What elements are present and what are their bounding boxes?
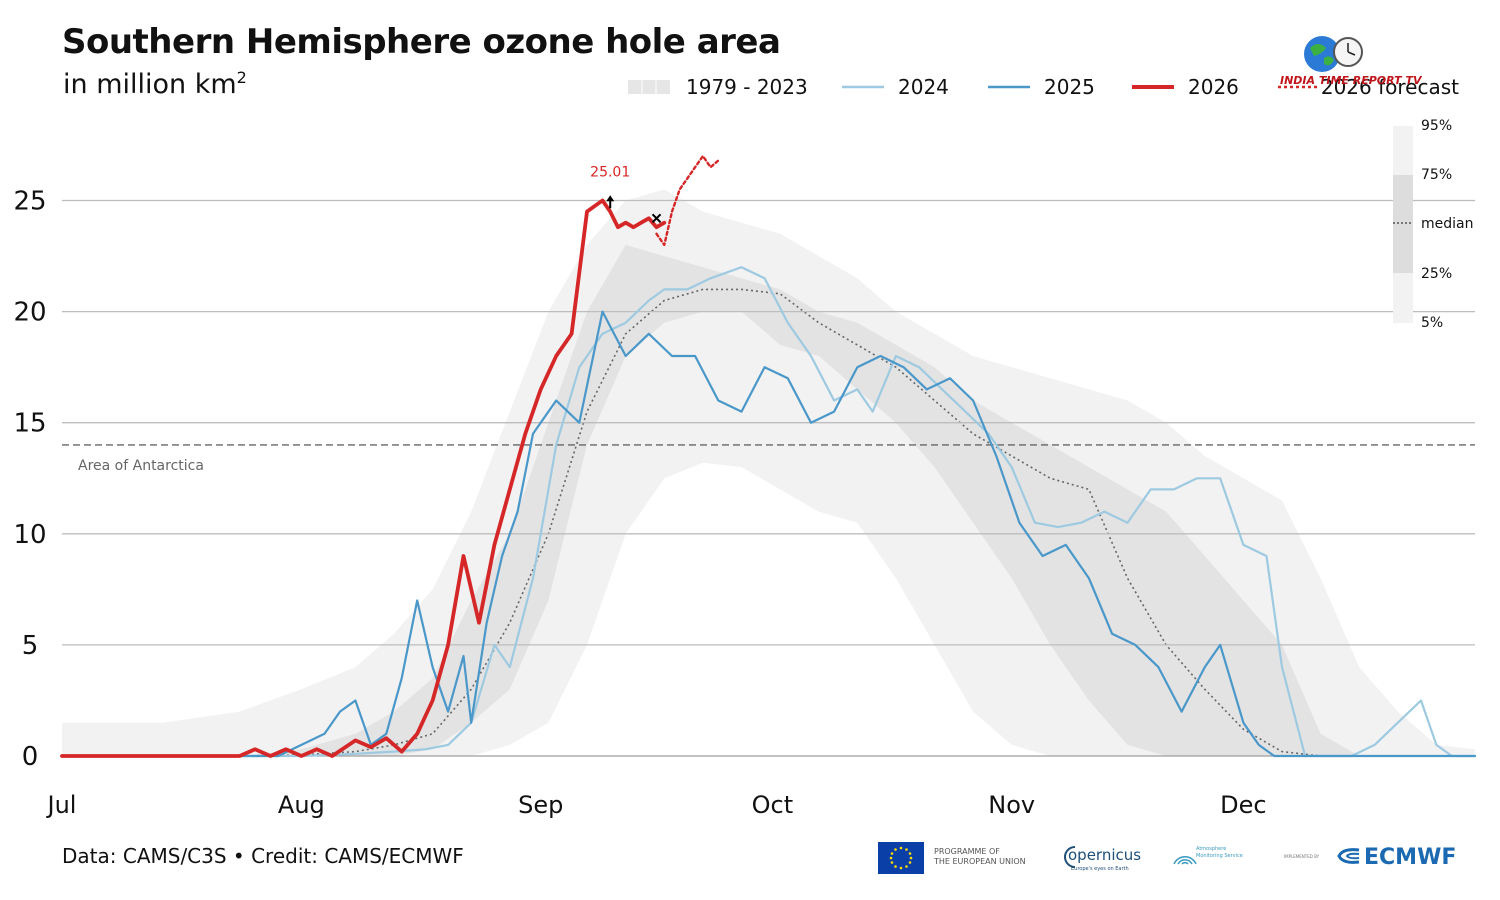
antarctica-label: Area of Antarctica [78,458,204,474]
y-tick-label: 20 [13,298,46,328]
copernicus-c-icon [1064,846,1076,868]
globe-icon [1304,36,1363,72]
legend-label-2026: 2026 [1188,75,1239,99]
copernicus-logo-text: opernicus [1068,846,1142,864]
legend-label-climatology: 1979 - 2023 [686,75,808,99]
max-marker [606,195,615,202]
x-tick-label: Aug [278,791,325,819]
y-tick-label: 5 [22,631,39,661]
legend-label-forecast: 2026 forecast [1321,75,1459,99]
pkey-label-p95: 95% [1421,118,1452,134]
pkey-inner-swatch [1393,175,1413,273]
current-marker [651,213,662,223]
x-tick-labels: Jul Aug Sep Oct Nov Dec [46,791,1267,819]
watermark-text: INDIA TIME REPORT TV [1280,74,1422,87]
legend-swatch-climatology [628,80,670,94]
climatology-bands [62,189,1475,757]
pkey-label-p25: 25% [1421,266,1452,282]
percentile-key: 95% 75% median 25% 5% [1393,118,1473,331]
antarctica-reference: Area of Antarctica [62,444,1475,474]
data-credit: Data: CAMS/C3S • Credit: CAMS/ECMWF [62,844,464,868]
chart-subtitle: in million km2 [63,68,247,100]
series-line-2026 [60,198,667,758]
subtitle-text: in million km [63,69,237,100]
atmosphere-arc-icon [1173,856,1197,865]
markers: 25.01 [590,164,662,223]
legend-label-2024: 2024 [898,75,949,99]
max-label: 25.01 [590,164,630,180]
band-25-75 [62,244,1475,756]
implemented-by-text: IMPLEMENTED BY [1284,854,1320,859]
copernicus-tagline: Europe's eyes on Earth [1071,866,1129,872]
watermark-logo: INDIA TIME REPORT TV [1280,34,1421,98]
pkey-label-median: median [1421,216,1473,232]
y-tick-labels: 0 5 10 15 20 25 [13,187,46,773]
x-tick-label: Nov [988,791,1035,819]
eu-line-2: THE EUROPEAN UNION [934,857,1026,866]
legend-label-2025: 2025 [1044,75,1095,99]
ams-line-2: Monitoring Service [1196,853,1243,859]
x-tick-label: Dec [1220,791,1266,819]
chart-title: Southern Hemisphere ozone hole area [62,22,781,62]
legend: 1979 - 2023 2024 2025 2026 2026 forecast [628,75,1459,99]
x-tick-label: Sep [518,791,563,819]
y-tick-label: 10 [13,520,46,550]
ecmwf-logo-text: ECMWF [1364,845,1457,870]
x-tick-label: Oct [752,791,794,819]
eu-flag-icon [878,842,924,874]
series-line-2026-forecast [655,154,720,247]
y-tick-label: 0 [22,742,39,772]
subtitle-superscript: 2 [236,68,247,87]
pkey-label-p75: 75% [1421,167,1452,183]
y-tick-label: 25 [13,187,46,217]
series-line-2024 [60,266,1477,758]
eu-programme-text: PROGRAMME OF THE EUROPEAN UNION [934,847,1026,867]
footer-logos: PROGRAMME OF THE EUROPEAN UNION opernicu… [878,836,1458,880]
y-tick-label: 15 [13,409,46,439]
eu-line-1: PROGRAMME OF [934,847,1000,856]
series-line-2025 [60,310,1477,758]
pkey-label-p5: 5% [1421,315,1443,331]
atmosphere-service-text: Atmosphere Monitoring Service [1196,846,1243,860]
series-lines [60,154,1477,758]
x-tick-label: Jul [46,791,77,819]
ams-line-1: Atmosphere [1196,846,1227,852]
ecmwf-swirl-icon [1337,848,1360,864]
